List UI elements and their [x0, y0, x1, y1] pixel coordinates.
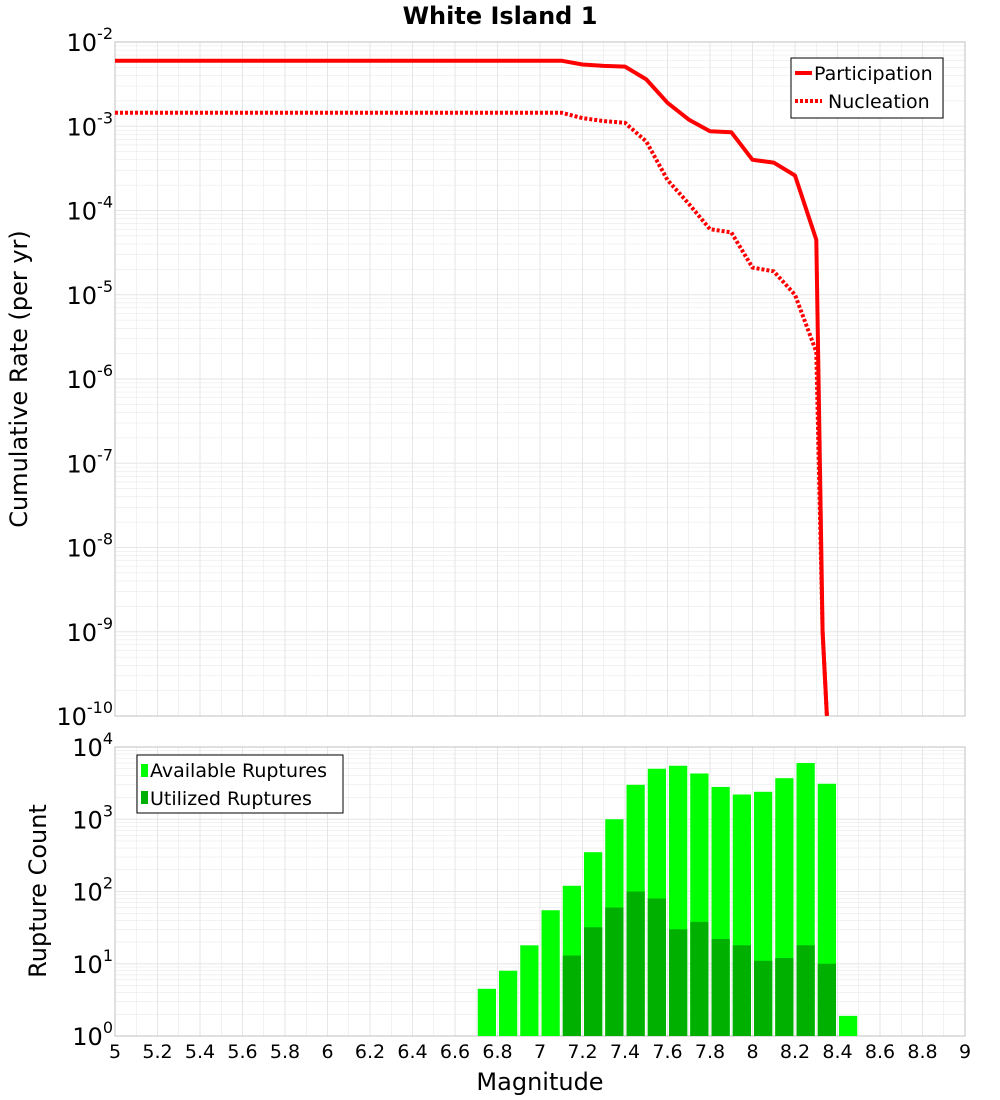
rate-y-tick-label: 10-4 — [67, 193, 114, 226]
x-tick-label: 6 — [321, 1041, 333, 1063]
utilized-bar — [584, 927, 603, 1036]
x-tick-label: 7.6 — [652, 1041, 682, 1063]
count-y-tick-label: 103 — [72, 801, 113, 834]
x-tick-label: 8.4 — [822, 1041, 852, 1063]
count-legend-box — [136, 754, 344, 814]
chart-title: White Island 1 — [403, 2, 598, 30]
rate-y-axis-label: Cumulative Rate (per yr) — [5, 230, 33, 528]
available-bar — [477, 988, 496, 1036]
nucleation-legend-label: Nucleation — [828, 91, 930, 113]
rate-y-tick-label: 10-9 — [67, 614, 114, 647]
utilized-bar — [669, 929, 688, 1036]
x-tick-label: 9 — [959, 1041, 971, 1063]
count-legend: Available Ruptures Utilized Ruptures — [136, 754, 344, 814]
utilized-bar — [605, 907, 624, 1036]
utilized-bar — [775, 958, 794, 1036]
available-bar — [839, 1015, 858, 1036]
x-tick-label: 7.4 — [610, 1041, 640, 1063]
count-y-tick-label: 104 — [72, 729, 113, 762]
rate-legend-box — [790, 57, 944, 119]
rate-y-tick-label: 10-6 — [67, 361, 114, 394]
x-tick-label: 5.2 — [142, 1041, 172, 1063]
count-y-tick-label: 100 — [72, 1018, 113, 1051]
rate-grid — [114, 42, 966, 717]
available-legend-swatch — [141, 764, 148, 777]
x-tick-label: 6.2 — [355, 1041, 385, 1063]
x-tick-label: 6.8 — [482, 1041, 512, 1063]
x-tick-label: 7.8 — [695, 1041, 725, 1063]
rate-panel: 10-10 10-9 10-8 10-7 10-6 10-5 10-4 10-3 10-2 Cu… — [5, 24, 966, 731]
rate-y-tick-label: 10-10 — [56, 698, 113, 731]
available-bar — [541, 910, 560, 1036]
count-y-tick-label: 101 — [72, 946, 113, 979]
magnitude-x-ticks: 5 5.2 5.4 5.6 5.8 6 6.2 6.4 6.6 6.8 7 7.2 7.4 7.6 7.8 8… — [109, 1041, 971, 1063]
x-tick-label: 6.4 — [397, 1041, 427, 1063]
rate-y-tick-label: 10-3 — [67, 108, 114, 141]
x-tick-label: 8.2 — [780, 1041, 810, 1063]
rate-y-tick-label: 10-2 — [67, 24, 114, 57]
rate-plot-frame — [114, 41, 966, 717]
count-y-ticks: 100 101 102 103 104 — [72, 729, 113, 1051]
utilized-bar — [690, 921, 709, 1036]
utilized-bar — [817, 963, 836, 1036]
participation-legend-label: Participation — [814, 63, 933, 85]
utilized-bar — [732, 945, 751, 1036]
count-y-tick-label: 102 — [72, 874, 113, 907]
utilized-bar — [562, 955, 581, 1036]
count-plot-frame — [114, 746, 966, 1037]
utilized-bar — [711, 939, 730, 1036]
x-tick-label: 5.8 — [270, 1041, 300, 1063]
x-tick-label: 8.6 — [865, 1041, 895, 1063]
rate-y-tick-label: 10-5 — [67, 277, 114, 310]
x-tick-label: 7 — [534, 1041, 546, 1063]
rate-legend: Participation Nucleation — [790, 57, 944, 119]
rate-y-ticks: 10-10 10-9 10-8 10-7 10-6 10-5 10-4 10-3 10-2 — [56, 24, 113, 731]
rate-y-tick-label: 10-8 — [67, 530, 114, 563]
x-tick-label: 8 — [746, 1041, 758, 1063]
available-legend-label: Available Ruptures — [150, 760, 327, 782]
rate-y-tick-label: 10-7 — [67, 445, 114, 478]
x-tick-label: 5 — [109, 1041, 121, 1063]
rate-series — [115, 58, 829, 717]
x-tick-label: 5.6 — [227, 1041, 257, 1063]
x-tick-label: 7.2 — [567, 1041, 597, 1063]
magnitude-x-axis-label: Magnitude — [476, 1068, 603, 1096]
x-tick-label: 8.8 — [907, 1041, 937, 1063]
utilized-legend-label: Utilized Ruptures — [150, 788, 312, 810]
available-bar — [520, 945, 539, 1036]
count-bars — [477, 763, 858, 1036]
utilized-legend-swatch — [141, 791, 148, 804]
count-panel: 100 101 102 103 104 5 5.2 5.4 5.6 5.8 6 6.2 6.4 6.6 6… — [24, 729, 971, 1096]
x-tick-label: 6.6 — [440, 1041, 470, 1063]
count-y-axis-label: Rupture Count — [24, 804, 52, 978]
x-tick-label: 5.4 — [185, 1041, 215, 1063]
utilized-bar — [647, 898, 666, 1036]
available-bar — [499, 970, 518, 1036]
nucleation-series-line — [115, 110, 829, 717]
utilized-bar — [754, 960, 773, 1036]
participation-series-line — [115, 58, 829, 717]
utilized-bar — [626, 891, 645, 1036]
utilized-bar — [796, 945, 815, 1036]
